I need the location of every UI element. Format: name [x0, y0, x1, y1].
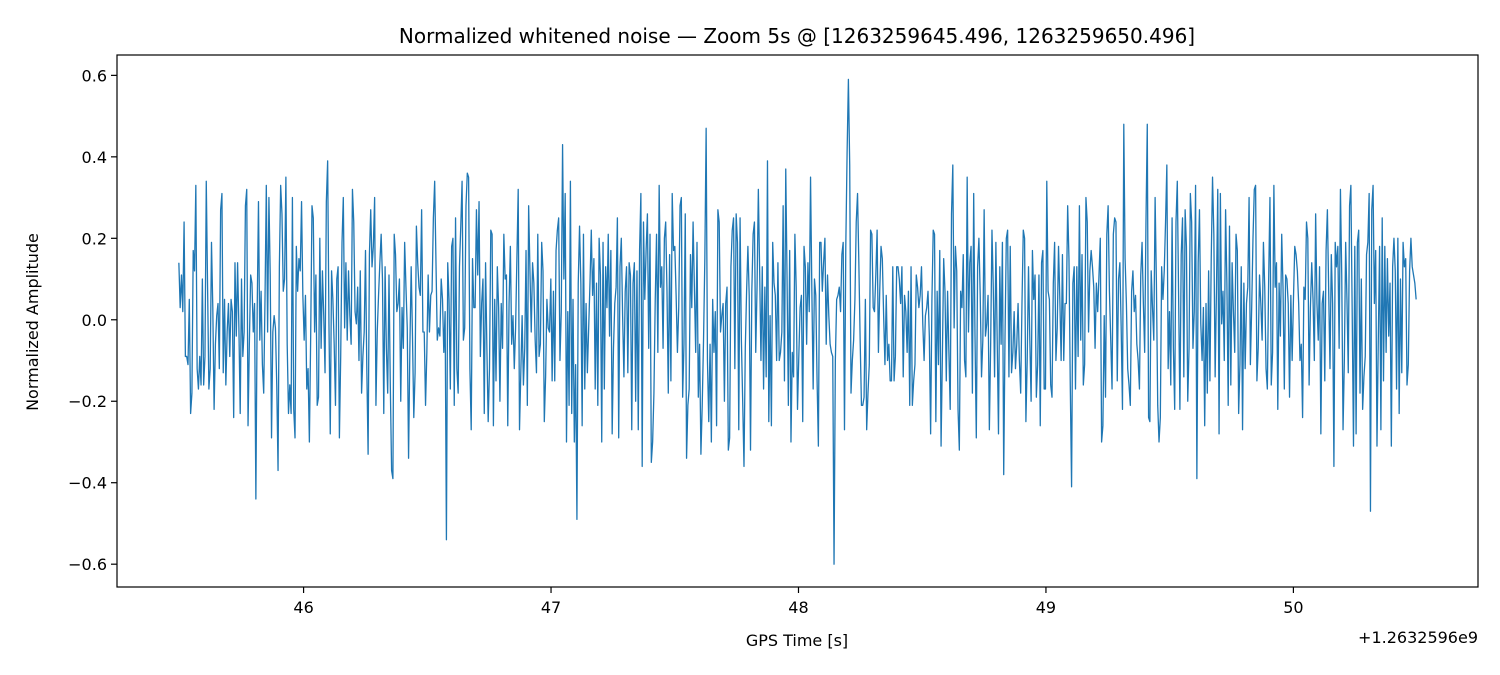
y-tick-label: 0.6	[82, 66, 107, 85]
series-layer	[178, 78, 1417, 565]
x-tick-label: 49	[1036, 598, 1056, 617]
y-tick-label: −0.2	[68, 392, 107, 411]
y-tick-label: 0.0	[82, 311, 107, 330]
series-line-0	[178, 78, 1417, 565]
x-axis-label: GPS Time [s]	[746, 631, 848, 650]
y-tick-label: −0.6	[68, 555, 107, 574]
axes-frame	[116, 54, 1479, 588]
plot-area	[116, 54, 1479, 588]
x-axis-offset-label: +1.2632596e9	[1358, 628, 1478, 647]
x-axis: 46 47 48 49 50	[293, 587, 1304, 617]
x-tick-label: 48	[788, 598, 808, 617]
y-tick-label: −0.4	[68, 474, 107, 493]
y-tick-label: 0.4	[82, 148, 107, 167]
x-tick-label: 47	[541, 598, 561, 617]
y-tick-label: 0.2	[82, 229, 107, 248]
y-axis: −0.6 −0.4 −0.2 0.0 0.2 0.4 0.6	[68, 66, 117, 574]
y-axis-label: Normalized Amplitude	[23, 233, 42, 411]
x-tick-label: 46	[293, 598, 313, 617]
chart-title: Normalized whitened noise — Zoom 5s @ [1…	[399, 24, 1195, 48]
x-tick-label: 50	[1283, 598, 1303, 617]
